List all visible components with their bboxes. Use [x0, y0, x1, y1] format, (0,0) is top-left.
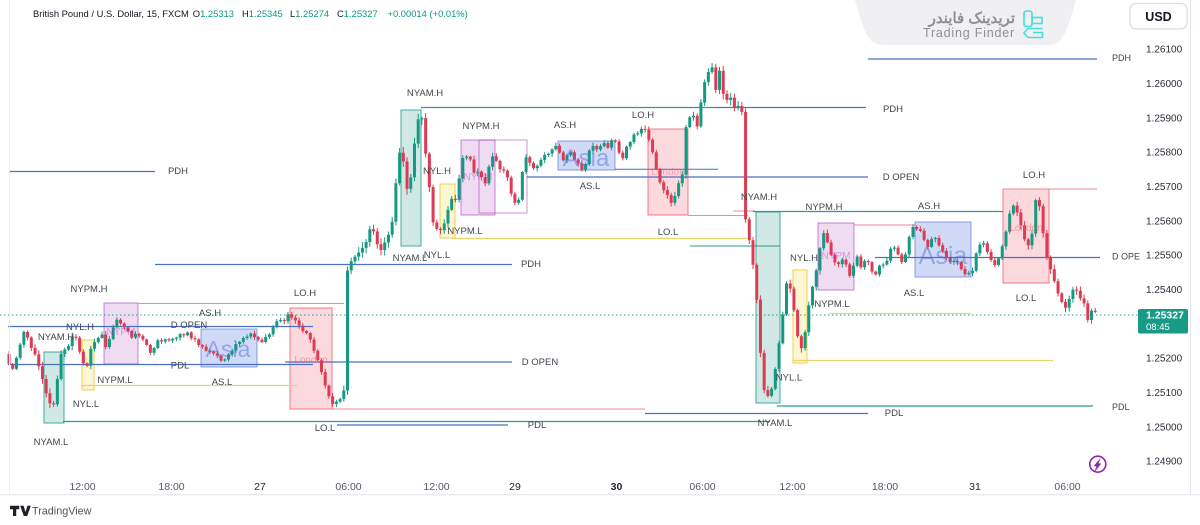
svg-text:1.25100: 1.25100 — [1146, 388, 1183, 399]
svg-text:AS.L: AS.L — [904, 288, 925, 299]
svg-text:1.25800: 1.25800 — [1146, 148, 1183, 159]
svg-text:LO.H: LO.H — [1023, 170, 1045, 181]
svg-text:NYL.H: NYL.H — [790, 253, 818, 264]
svg-text:12:00: 12:00 — [69, 481, 95, 493]
svg-text:1.25700: 1.25700 — [1146, 182, 1183, 193]
svg-text:NYAM.H: NYAM.H — [741, 192, 777, 203]
svg-text:06:00: 06:00 — [1054, 481, 1080, 493]
svg-text:LO.L: LO.L — [315, 423, 336, 434]
svg-text:1.26100: 1.26100 — [1146, 45, 1183, 56]
svg-text:NYPM.L: NYPM.L — [97, 375, 132, 386]
svg-text:1.25327: 1.25327 — [1146, 310, 1184, 322]
svg-text:NYPM.H: NYPM.H — [463, 121, 500, 132]
svg-text:PDL: PDL — [171, 361, 189, 372]
svg-text:NYPM.L: NYPM.L — [447, 226, 482, 237]
svg-text:Asia: Asia — [919, 242, 968, 270]
svg-text:18:00: 18:00 — [872, 481, 898, 493]
svg-text:D OPE: D OPE — [1112, 252, 1140, 262]
svg-text:27: 27 — [254, 481, 266, 493]
svg-text:USD: USD — [1145, 10, 1171, 24]
svg-text:06:00: 06:00 — [689, 481, 715, 493]
svg-text:NYPM.L: NYPM.L — [814, 299, 849, 310]
svg-text:PDH: PDH — [168, 166, 188, 177]
svg-text:1.24900: 1.24900 — [1146, 457, 1183, 468]
svg-text:AS.H: AS.H — [199, 308, 221, 319]
svg-text:NYAM.H: NYAM.H — [38, 332, 74, 343]
svg-text:LO.L: LO.L — [1016, 293, 1037, 304]
svg-text:PDH: PDH — [1112, 53, 1131, 63]
svg-text:1.25600: 1.25600 — [1146, 216, 1183, 227]
svg-text:NYPM: NYPM — [107, 327, 136, 338]
svg-text:1.25200: 1.25200 — [1146, 354, 1183, 365]
svg-text:AS.H: AS.H — [554, 120, 576, 131]
svg-text:NYAM.L: NYAM.L — [393, 253, 428, 264]
svg-text:NYL.L: NYL.L — [776, 373, 802, 384]
svg-text:NYAM.H: NYAM.H — [407, 88, 443, 99]
svg-text:1.25900: 1.25900 — [1146, 113, 1183, 124]
svg-text:TradingView: TradingView — [32, 506, 92, 518]
svg-text:1.25500: 1.25500 — [1146, 251, 1183, 262]
svg-text:Asia: Asia — [206, 336, 251, 362]
svg-text:PDH: PDH — [883, 104, 903, 115]
svg-text:08:45: 08:45 — [1146, 322, 1170, 333]
svg-text:1.25000: 1.25000 — [1146, 422, 1183, 433]
svg-text:London: London — [294, 355, 327, 366]
svg-text:12:00: 12:00 — [779, 481, 805, 493]
svg-text:NYAM.L: NYAM.L — [758, 418, 793, 429]
svg-text:31: 31 — [969, 481, 981, 493]
svg-text:NYAM.L: NYAM.L — [34, 437, 69, 448]
svg-text:NYPM: NYPM — [822, 251, 851, 262]
svg-text:D OPEN: D OPEN — [883, 172, 920, 183]
svg-text:NYPM.H: NYPM.H — [806, 202, 843, 213]
svg-text:30: 30 — [611, 481, 623, 493]
svg-text:AS.H: AS.H — [918, 201, 940, 212]
svg-text:D OPEN: D OPEN — [171, 320, 208, 331]
svg-text:PDL: PDL — [1112, 402, 1130, 412]
svg-text:London: London — [1009, 223, 1042, 234]
svg-text:1.25400: 1.25400 — [1146, 285, 1183, 296]
svg-text:06:00: 06:00 — [335, 481, 361, 493]
svg-text:NYL.H: NYL.H — [66, 322, 94, 333]
svg-text:NYL.L: NYL.L — [73, 399, 99, 410]
svg-text:NYL.H: NYL.H — [423, 166, 451, 177]
svg-text:LO.L: LO.L — [658, 227, 679, 238]
svg-text:London: London — [651, 167, 684, 178]
svg-text:NYL.L: NYL.L — [424, 250, 450, 261]
svg-text:British Pound / U.S. Dollar, 1: British Pound / U.S. Dollar, 15, FXCM O1.… — [33, 8, 468, 19]
svg-text:29: 29 — [509, 481, 521, 493]
svg-text:NYPM: NYPM — [464, 172, 493, 183]
svg-text:تریدینک فایندر: تریدینک فایندر — [928, 10, 1015, 27]
svg-text:AS.L: AS.L — [580, 181, 601, 192]
svg-text:AS.L: AS.L — [212, 377, 233, 388]
svg-text:1.26000: 1.26000 — [1146, 79, 1183, 90]
svg-text:18:00: 18:00 — [158, 481, 184, 493]
svg-text:Asia: Asia — [563, 145, 610, 172]
svg-text:LO.H: LO.H — [294, 288, 316, 299]
svg-text:PDL: PDL — [885, 408, 903, 419]
svg-text:Trading Finder: Trading Finder — [923, 26, 1015, 40]
svg-text:PDL: PDL — [528, 420, 546, 431]
svg-text:NYPM.H: NYPM.H — [71, 284, 108, 295]
svg-text:LO.H: LO.H — [632, 110, 654, 121]
svg-text:12:00: 12:00 — [423, 481, 449, 493]
svg-text:D OPEN: D OPEN — [522, 357, 559, 368]
svg-text:PDH: PDH — [521, 259, 541, 270]
